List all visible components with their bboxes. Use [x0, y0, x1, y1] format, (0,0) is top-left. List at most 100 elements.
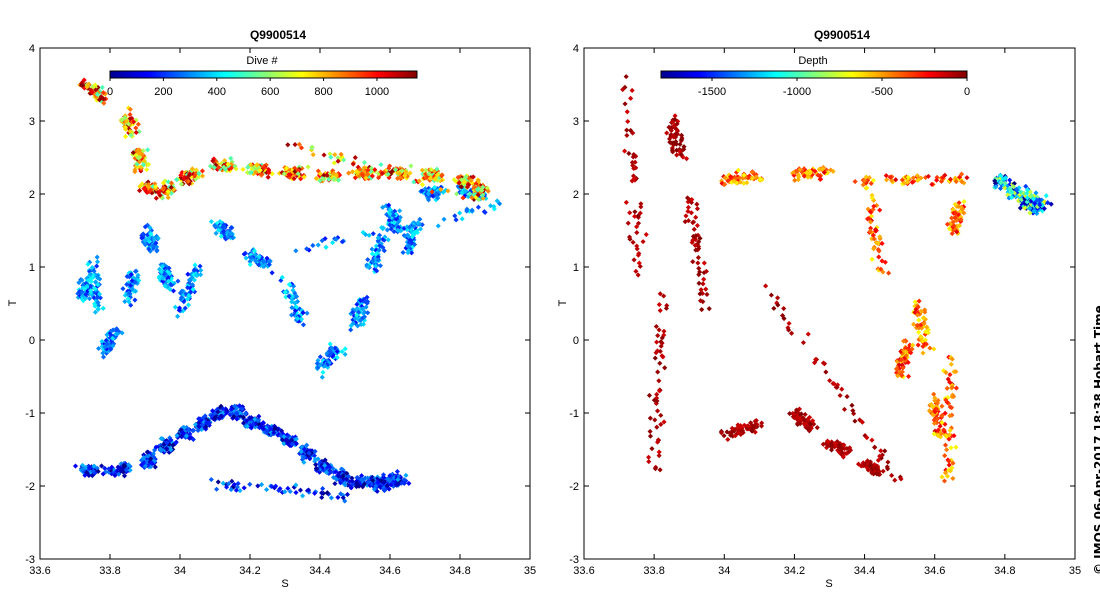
data-point [212, 414, 219, 420]
data-point [696, 280, 702, 286]
data-point [695, 255, 701, 261]
data-point [293, 436, 299, 442]
data-point [322, 457, 328, 463]
data-point [354, 475, 360, 481]
x-tick-label: 34.8 [449, 565, 470, 577]
data-point [656, 453, 662, 459]
data-point [452, 213, 458, 219]
data-point [632, 209, 638, 215]
data-point [237, 488, 243, 494]
data-point [338, 477, 344, 484]
data-point [915, 342, 921, 348]
data-point [191, 427, 197, 433]
data-point [1043, 193, 1049, 199]
data-point [623, 199, 629, 205]
data-point [96, 345, 102, 352]
y-tick-label: -3 [569, 554, 579, 566]
data-point [453, 217, 459, 223]
data-point [630, 239, 636, 245]
data-point [786, 320, 792, 326]
data-point [301, 454, 307, 460]
data-point [164, 446, 170, 452]
data-point [661, 328, 667, 334]
left-scatter-points [72, 77, 503, 504]
data-point [654, 408, 661, 414]
data-point [1007, 177, 1013, 183]
data-point [629, 87, 635, 94]
data-point [397, 208, 403, 214]
x-tick-label: 34.2 [784, 565, 805, 577]
timestamp-stamp: © IMOS 06-Apr-2017 18:38 Hobart Time [1092, 305, 1100, 575]
data-point [475, 204, 481, 210]
y-tick-label: 1 [573, 262, 579, 274]
data-point [157, 446, 164, 452]
data-point [338, 491, 344, 497]
data-point [365, 257, 371, 263]
data-point [298, 448, 304, 454]
data-point [174, 433, 180, 439]
data-point [886, 270, 892, 276]
data-point [304, 310, 310, 316]
data-point [168, 281, 174, 287]
data-point [312, 448, 318, 454]
data-point [805, 331, 811, 337]
data-point [84, 283, 90, 289]
left-colorbar-label: Dive # [246, 55, 278, 67]
data-point [172, 304, 178, 310]
data-point [135, 272, 141, 278]
data-point [127, 282, 133, 288]
data-point [122, 133, 129, 140]
data-point [82, 296, 88, 302]
data-point [182, 305, 188, 311]
data-point [306, 450, 312, 456]
data-point [916, 317, 922, 323]
right-colorbar [660, 70, 968, 79]
data-point [165, 275, 171, 281]
y-tick-label: -3 [25, 554, 35, 566]
right-x-axis-label: S [825, 578, 832, 590]
right-x-axis-ticks: 33.6 33.8 34 34.2 34.4 34.6 34.8 35 [573, 48, 1081, 577]
data-point [694, 201, 700, 207]
colorbar-tick-label: -500 [871, 86, 893, 98]
data-point [624, 132, 630, 138]
data-point [662, 365, 668, 371]
data-point [214, 486, 220, 492]
data-point [121, 473, 128, 479]
data-point [200, 173, 206, 179]
data-point [297, 487, 303, 493]
y-tick-label: 2 [29, 189, 35, 201]
data-point [193, 272, 199, 279]
data-point [869, 256, 875, 262]
data-point [237, 403, 243, 409]
data-point [664, 130, 670, 136]
data-point [231, 481, 237, 488]
data-point [800, 340, 806, 346]
data-point [758, 423, 765, 429]
data-point [872, 444, 878, 450]
data-point [271, 430, 277, 436]
data-point [643, 232, 649, 238]
data-point [944, 385, 950, 391]
data-point [647, 415, 653, 421]
data-point [180, 430, 186, 436]
data-point [332, 481, 338, 487]
x-tick-label: 33.6 [29, 565, 50, 577]
data-point [289, 441, 295, 447]
data-point [625, 118, 631, 125]
data-point [653, 323, 659, 330]
data-point [179, 288, 185, 294]
data-point [340, 472, 346, 479]
data-point [622, 101, 628, 107]
y-tick-label: 4 [573, 43, 579, 55]
data-point [208, 219, 214, 225]
data-point [338, 466, 345, 472]
data-point [931, 346, 937, 352]
y-tick-label: 2 [573, 189, 579, 201]
x-tick-label: 33.8 [643, 565, 664, 577]
data-point [293, 490, 299, 496]
data-point [189, 282, 196, 288]
data-point [185, 302, 192, 308]
left-colorbar-ticks: 0 200 400 600 800 1000 [107, 78, 389, 98]
data-point [148, 456, 154, 462]
data-point [87, 271, 93, 277]
